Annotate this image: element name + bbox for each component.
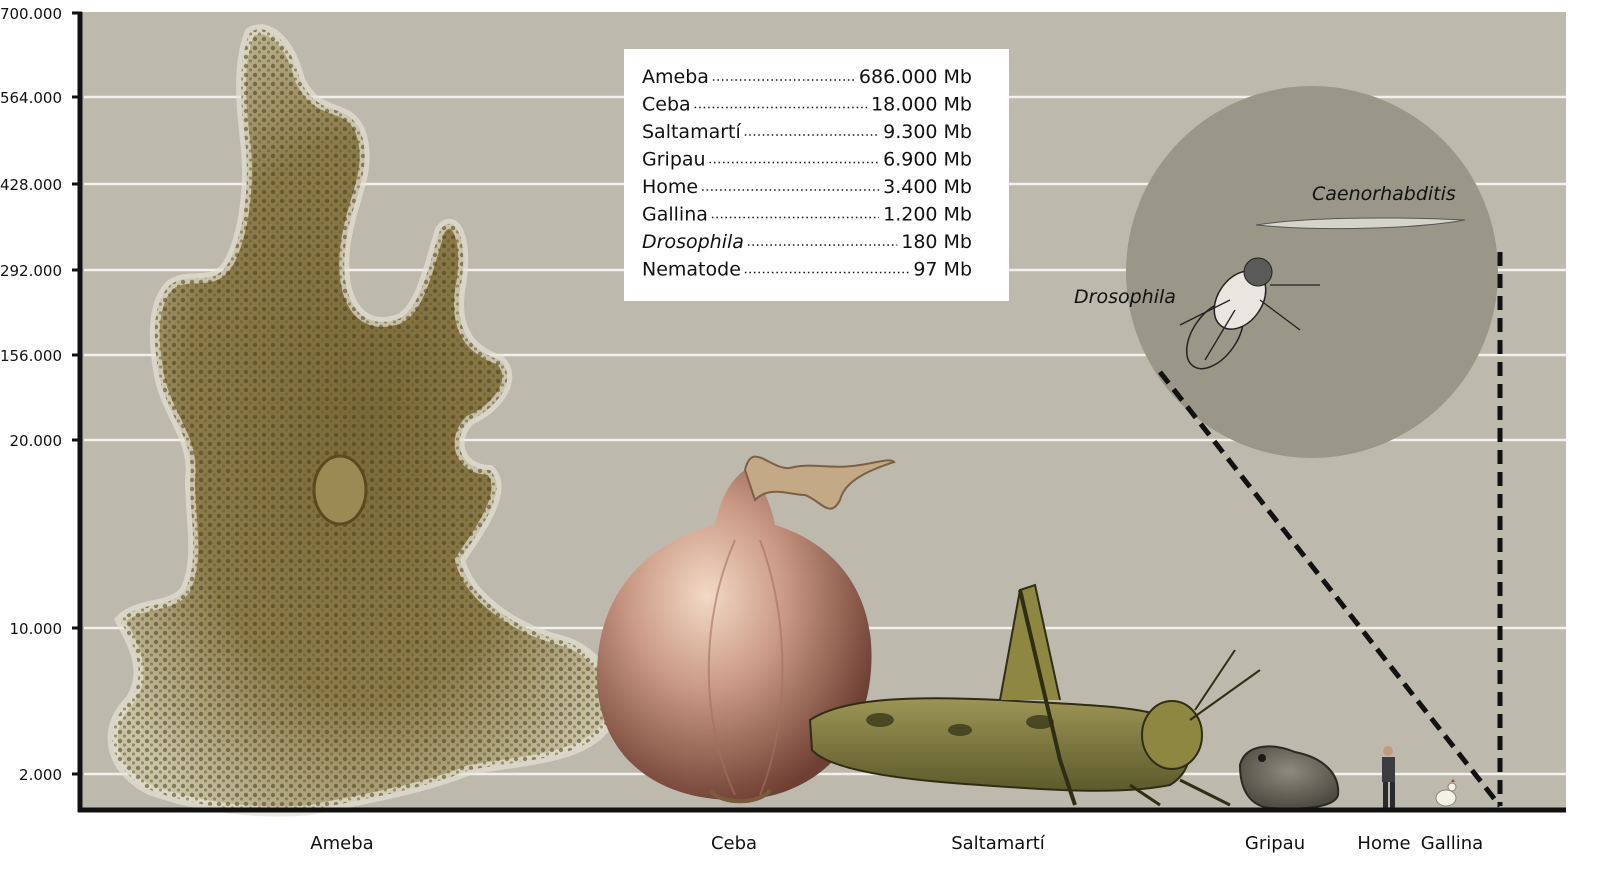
x-category-label: Ameba: [310, 833, 373, 854]
y-tick-label: 156.000: [0, 347, 62, 365]
inset-zoom: Caenorhabditis Drosophila: [1074, 86, 1498, 458]
legend-entry: Ameba: [642, 66, 709, 88]
inset-label-drosophila: Drosophila: [1074, 286, 1176, 308]
x-category-label: Gripau: [1245, 833, 1305, 854]
inset-label-caenorhabditis: Caenorhabditis: [1312, 183, 1456, 205]
y-tick-label: 564.000: [0, 89, 62, 107]
y-tick-label: 700.000: [0, 5, 62, 23]
legend-value: 18.000 Mb: [871, 94, 972, 116]
y-tick-labels: 700.000 564.000 428.000 292.000 156.000 20.00…: [0, 5, 82, 784]
legend-value: 9.300 Mb: [883, 121, 972, 143]
legend-entry: Home: [642, 176, 698, 198]
inset-connector-left: [1158, 370, 1502, 808]
legend: Ameba 686.000 Mb Ceba 18.000 Mb Saltamartí 9.…: [624, 49, 1009, 301]
y-tick-label: 2.000: [19, 766, 62, 784]
legend-entry: Gallina: [642, 204, 708, 226]
drosophila-drawing: [1179, 257, 1320, 370]
ameba-illustration: [107, 24, 618, 817]
inset-circle: [1126, 86, 1498, 458]
legend-entry: Gripau: [642, 149, 706, 171]
legend-value: 6.900 Mb: [883, 149, 972, 171]
legend-value: 1.200 Mb: [883, 204, 972, 226]
x-category-labels: Ameba Ceba Saltamartí Gripau Home Gallina: [310, 833, 1483, 854]
x-category-label: Gallina: [1421, 833, 1483, 854]
legend-entry: Nematode: [642, 259, 741, 281]
legend-box: [624, 49, 1009, 301]
legend-value: 180 Mb: [901, 231, 972, 253]
saltamarti-illustration: [808, 583, 1261, 807]
legend-entry: Drosophila: [642, 231, 744, 253]
x-category-label: Saltamartí: [951, 833, 1046, 854]
gallina-illustration: [1435, 779, 1457, 807]
y-tick-label: 20.000: [10, 432, 63, 450]
x-category-label: Ceba: [711, 833, 757, 854]
gripau-illustration: [1238, 745, 1340, 810]
y-tick-label: 10.000: [10, 620, 63, 638]
legend-value: 3.400 Mb: [883, 176, 972, 198]
legend-entry: Ceba: [642, 94, 691, 116]
y-tick-label: 292.000: [0, 262, 62, 280]
home-illustration: [1382, 746, 1395, 808]
ceba-illustration: [596, 455, 896, 804]
legend-value: 686.000 Mb: [859, 66, 972, 88]
legend-entry: Saltamartí: [642, 121, 741, 143]
nematode-drawing: [1255, 217, 1466, 230]
legend-value: 97 Mb: [913, 259, 972, 281]
x-category-label: Home: [1357, 833, 1410, 854]
y-tick-label: 428.000: [0, 176, 62, 194]
